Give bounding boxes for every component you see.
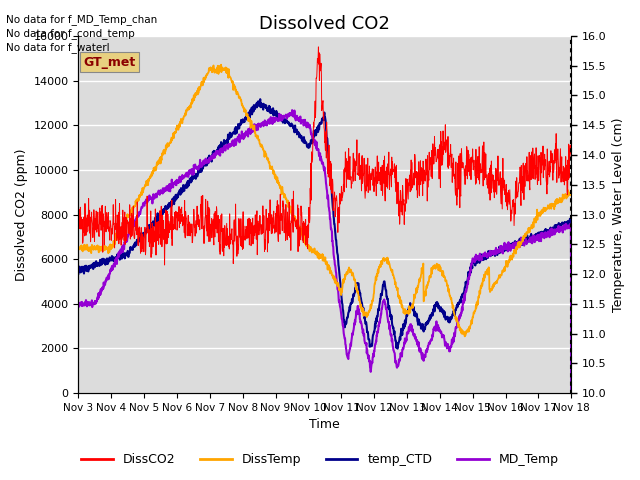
Text: GT_met: GT_met	[83, 56, 136, 69]
Text: No data for f_waterl: No data for f_waterl	[6, 42, 110, 53]
Legend: DissCO2, DissTemp, temp_CTD, MD_Temp: DissCO2, DissTemp, temp_CTD, MD_Temp	[76, 448, 564, 471]
Y-axis label: Temperature, Water Level (cm): Temperature, Water Level (cm)	[612, 117, 625, 312]
Text: No data for f_cond_temp: No data for f_cond_temp	[6, 28, 135, 39]
Y-axis label: Dissolved CO2 (ppm): Dissolved CO2 (ppm)	[15, 148, 28, 281]
Title: Dissolved CO2: Dissolved CO2	[259, 15, 390, 33]
X-axis label: Time: Time	[310, 419, 340, 432]
Text: No data for f_MD_Temp_chan: No data for f_MD_Temp_chan	[6, 13, 157, 24]
